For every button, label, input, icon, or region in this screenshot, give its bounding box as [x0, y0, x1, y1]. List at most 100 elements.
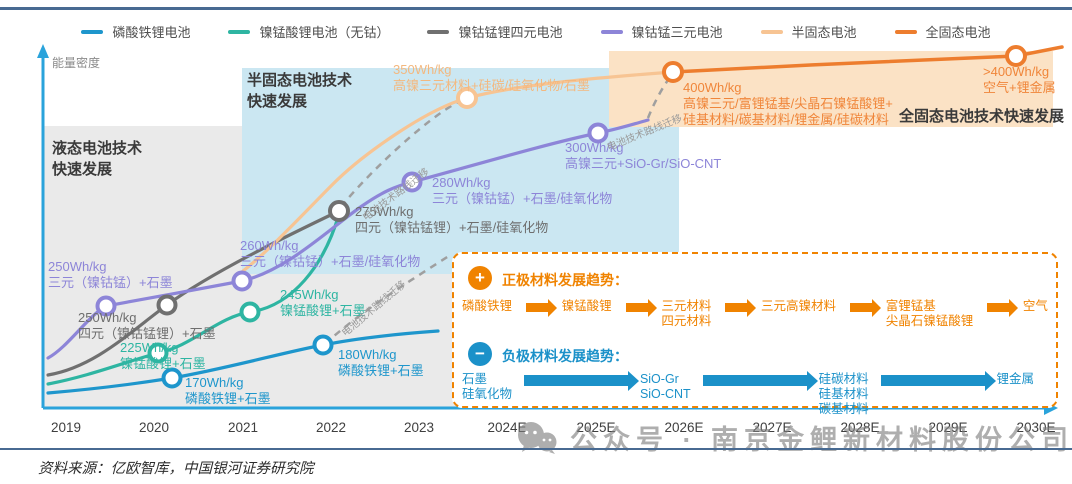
source-note: 资料来源：亿欧智库，中国银河证券研究院 [38, 461, 314, 477]
watermark: 公众号 · 南京金鲤新材料股份公司 [516, 418, 1072, 457]
point-label-lfp-2020: 170Wh/kg 磷酸铁锂+石墨 [185, 375, 271, 406]
x-tick-2026e: 2026E [664, 420, 704, 435]
legend-item-lfp: 磷酸铁锂电池 [81, 22, 190, 41]
legend-item-ternary: 镍钴锰三元电池 [600, 22, 723, 41]
top-divider [0, 7, 1072, 10]
legend-label: 镍锰酸锂电池（无钴） [259, 25, 390, 40]
semisolid-curve [241, 70, 675, 273]
point-label-quad-2022: 275Wh/kg 四元（镍钴锰锂）+石墨/硅氧化物 [355, 204, 549, 235]
point-label-nmo-2020: 225Wh/kg 镍锰酸锂+石墨 [120, 340, 206, 371]
minus-icon: − [468, 342, 492, 366]
x-tick-2021: 2021 [227, 420, 259, 435]
marker-allsolid-2026 [662, 61, 684, 83]
marker-allsolid-2030 [1005, 45, 1027, 67]
y-axis-label: 能量密度 [52, 56, 101, 70]
arrow-right-icon [987, 298, 1019, 317]
arrow-right-icon [524, 370, 639, 391]
legend-label: 磷酸铁锂电池 [112, 25, 191, 40]
legend-item-quad: 镍钴锰锂四元电池 [427, 22, 563, 41]
point-label-solid-2026: 400Wh/kg 高镍三元/富锂锰基/尖晶石镍锰酸锂+ 硅基材料/碳基材料/锂金… [683, 80, 893, 127]
legend-swatch-icon [81, 29, 104, 34]
point-label-tern-2025: 300Wh/kg 高镍三元+SiO-Gr/SiO-CNT [565, 140, 722, 171]
data-point-markers [95, 45, 1027, 389]
anode-item: 锂金属 [996, 372, 1035, 386]
plus-icon: + [468, 266, 492, 290]
marker-lfp-2022 [312, 334, 334, 356]
legend-label: 镍钴锰锂四元电池 [458, 25, 563, 40]
chart-legend: 磷酸铁锂电池 镍锰酸锂电池（无钴） 镍钴锰锂四元电池 镍钴锰三元电池 半固态电池… [0, 22, 1072, 41]
migration-line-1 [324, 252, 453, 345]
cathode-item: 三元材料 四元材料 [661, 299, 712, 328]
marker-ternary-2023 [401, 171, 423, 193]
point-label-lfp-2022: 180Wh/kg 磷酸铁锂+石墨 [338, 347, 424, 378]
cathode-trend-title: 正极材料发展趋势： [502, 272, 628, 288]
cathode-item: 三元高镍材料 [761, 299, 837, 313]
wechat-icon [518, 421, 557, 454]
legend-label: 镍钴锰三元电池 [631, 25, 723, 40]
point-label-semi-2024: 350Wh/kg 高镍三元材料+硅碳/硅氧化物/石墨 [393, 62, 590, 93]
anode-item: SiO-Gr SiO-CNT [639, 372, 691, 401]
liquid-region-title: 液态电池技术 快速发展 [52, 140, 143, 178]
legend-swatch-icon [600, 29, 623, 34]
allsolid-curve [671, 45, 1064, 74]
anode-item: 石墨 硅氧化物 [462, 372, 513, 401]
legend-label: 半固态电池 [791, 25, 857, 40]
x-tick-2030e: 2030E [1016, 420, 1056, 435]
arrow-right-icon [525, 298, 557, 317]
arrow-right-icon [880, 370, 996, 391]
point-label-nmo-2021: 245Wh/kg 镍锰酸锂+石墨 [280, 287, 366, 318]
legend-swatch-icon [427, 29, 450, 34]
cathode-item: 富锂锰基 尖晶石镍锰酸锂 [885, 299, 974, 328]
anode-trend-title: 负极材料发展趋势： [502, 348, 628, 364]
legend-item-allsolid: 全固态电池 [894, 22, 991, 41]
roadmap-chart [37, 44, 1064, 415]
arrow-right-icon [849, 298, 881, 317]
x-tick-2019: 2019 [50, 420, 82, 435]
x-tick-2020: 2020 [138, 420, 170, 435]
marker-lfp-2020 [161, 367, 183, 389]
legend-item-nmo: 镍锰酸锂电池（无钴） [228, 22, 389, 41]
semisolid-region-title: 半固态电池技术 快速发展 [247, 72, 353, 110]
marker-quad-2022 [328, 200, 350, 222]
x-tick-2023: 2023 [403, 420, 435, 435]
x-tick-2029e: 2029E [928, 420, 968, 435]
arrow-right-icon [725, 298, 757, 317]
marker-nmo-2021 [239, 301, 261, 323]
arrow-right-icon [625, 298, 657, 317]
anode-trend-row: 石墨 硅氧化物 SiO-Gr SiO-CNT 硅碳材料 硅基材料 碳基材料 锂金… [462, 370, 1048, 417]
nmo-curve [46, 212, 341, 386]
marker-ternary-2025 [587, 122, 609, 144]
marker-semisolid-2024 [456, 87, 478, 109]
legend-item-semisolid: 半固态电池 [760, 22, 857, 41]
marker-nmo-2020 [147, 342, 169, 364]
marker-quad-2020 [156, 294, 178, 316]
bottom-divider [0, 448, 1072, 450]
x-tick-2025e: 2025E [576, 420, 616, 435]
arrow-right-icon [702, 370, 818, 391]
marker-ternary-2021 [231, 270, 253, 292]
lfp-curve [46, 329, 440, 395]
x-tick-2027e: 2027E [752, 420, 792, 435]
anode-item: 硅碳材料 硅基材料 碳基材料 [818, 372, 869, 416]
legend-swatch-icon [894, 29, 917, 34]
x-tick-2028e: 2028E [840, 420, 880, 435]
cathode-item: 空气 [1022, 299, 1048, 313]
cathode-trend-row: 磷酸铁锂 镍锰酸锂 三元材料 四元材料 三元高镍材料 富锂锰基 尖晶石镍锰酸锂 … [462, 298, 1048, 329]
allsolid-region-title: 全固态电池技术快速发展 [899, 108, 1065, 125]
cathode-item: 磷酸铁锂 [462, 299, 513, 313]
y-axis-arrow-icon [37, 44, 49, 58]
watermark-text: 公众号 · 南京金鲤新材料股份公司 [570, 425, 1072, 455]
point-label-tern-2019: 250Wh/kg 三元（镍钴锰）+石墨 [48, 259, 173, 290]
point-label-tern-2023: 280Wh/kg 三元（镍钴锰）+石墨/硅氧化物 [432, 175, 613, 206]
legend-label: 全固态电池 [925, 25, 991, 40]
x-tick-2024e: 2024E [487, 420, 527, 435]
axes [41, 56, 1046, 410]
materials-trend-box: + 正极材料发展趋势： 磷酸铁锂 镍锰酸锂 三元材料 四元材料 三元高镍材料 富… [452, 252, 1058, 416]
point-label-solid-2030: >400Wh/kg 空气+锂金属 [983, 64, 1056, 95]
x-tick-2022: 2022 [315, 420, 347, 435]
marker-ternary-2019 [95, 295, 117, 317]
legend-swatch-icon [228, 29, 251, 34]
migration-line-2 [340, 98, 463, 208]
cathode-item: 镍锰酸锂 [561, 299, 612, 313]
